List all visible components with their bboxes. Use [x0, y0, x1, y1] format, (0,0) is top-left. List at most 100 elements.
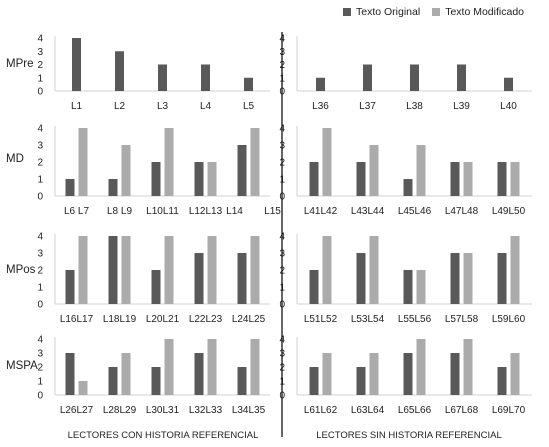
panel-md-sin-historia-bar-original-3: [450, 162, 460, 196]
panel-mspa-con-historia-xtick-2: L30L31: [146, 405, 180, 416]
panel-mspa-sin-historia-xtick-4: L69L70: [492, 405, 526, 416]
panel-mpos-con-historia-ytick-1: 1: [37, 283, 43, 294]
panel-mpos-sin-historia-bar-original-2: [403, 270, 413, 304]
panel-mspa-con-historia-xtick-0: L26L27: [60, 405, 94, 416]
panel-md-con-historia-bar-modified-0: [78, 128, 88, 196]
panel-md-sin-historia-bar-original-2: [403, 179, 413, 196]
panel-md-con-historia-ytick-0: 0: [37, 192, 43, 203]
panel-mpos-sin-historia-bar-modified-1: [369, 236, 379, 304]
footer-right-label: LECTORES SIN HISTORIA REFERENCIAL: [316, 430, 501, 441]
panel-md-sin-historia-bar-original-0: [309, 162, 319, 196]
panel-mpre-sin-historia-bar-original-3: [457, 64, 466, 91]
panel-mpre-con-historia-bar-original-0: [72, 38, 81, 91]
footer-left-label: LECTORES CON HISTORIA REFERENCIAL: [68, 430, 259, 441]
panel-mpre-con-historia-bar-original-4: [244, 77, 253, 91]
panel-md-con-historia-ytick-4: 4: [37, 124, 43, 135]
panel-mpos-sin-historia-xtick-4: L59L60: [492, 314, 526, 325]
panel-mspa-con-historia-bar-original-1: [108, 367, 118, 395]
panel-mspa-sin-historia-bar-original-2: [403, 353, 413, 395]
panel-mspa-con-historia-xtick-4: L34L35: [232, 405, 266, 416]
panel-md-sin-historia-bar-modified-2: [416, 145, 426, 196]
panel-md-con-historia-bar-modified-3: [207, 162, 217, 196]
panel-md-sin-historia-bar-original-1: [356, 162, 366, 196]
panel-mpos-sin-historia-bar-original-0: [309, 270, 319, 304]
panel-mpos-sin-historia-bar-modified-4: [510, 236, 520, 304]
panel-mpre-sin-historia-bar-original-0: [316, 77, 325, 91]
panel-mspa-sin-historia-bar-original-4: [497, 367, 507, 395]
panel-mspa-sin-historia-bar-modified-1: [369, 353, 379, 395]
panel-mpos-sin-historia-bar-modified-3: [463, 253, 473, 304]
panel-mpos-con-historia-bar-modified-0: [78, 236, 88, 304]
panel-mpos-con-historia-bar-original-1: [108, 236, 118, 304]
panel-md-con-historia-ytick-1: 1: [37, 175, 43, 186]
panel-mpre-sin-historia-bar-original-2: [410, 64, 419, 91]
panel-mpos-con-historia-bar-modified-2: [164, 236, 174, 304]
panel-mspa-con-historia-bar-modified-2: [164, 339, 174, 395]
panel-mpos-con-historia-xtick-4: L24L25: [232, 314, 266, 325]
panel-mspa-con-historia-bar-original-4: [237, 367, 247, 395]
panel-mpre-sin-historia-bar-original-1: [363, 64, 372, 91]
panel-mpos-con-historia-ytick-4: 4: [37, 232, 43, 243]
panel-mspa-con-historia-bar-modified-1: [121, 353, 131, 395]
panel-mpos-con-historia-xtick-1: L18L19: [103, 314, 137, 325]
panel-md-con-historia-xtick-4: L14: [226, 206, 243, 217]
panel-mpre-sin-historia-xtick-0: L36: [312, 101, 329, 112]
panel-mpos-con-historia-bar-modified-3: [207, 236, 217, 304]
panel-mpos-con-historia-bar-modified-1: [121, 236, 131, 304]
panel-mpre-con-historia-ytick-2: 2: [37, 60, 43, 71]
panel-mpre-con-historia-xtick-1: L2: [114, 101, 126, 112]
panel-md-sin-historia-bar-original-4: [497, 162, 507, 196]
panel-mpos-con-historia-xtick-0: L16L17: [60, 314, 94, 325]
panel-mpos-sin-historia-xtick-0: L51L52: [304, 314, 338, 325]
panel-md-sin-historia-bar-modified-4: [510, 162, 520, 196]
panel-mpos-con-historia-bar-original-3: [194, 253, 204, 304]
panel-md-con-historia-ytick-2: 2: [37, 158, 43, 169]
panel-md-con-historia-xtick-2: L10L11: [146, 206, 179, 217]
panel-md-sin-historia-bar-modified-3: [463, 162, 473, 196]
panel-mpos-con-historia-bar-modified-4: [250, 236, 260, 304]
row-label-mpre: MPre: [6, 58, 33, 70]
row-label-mpos: MPos: [6, 264, 36, 276]
panel-mpos-con-historia-bar-original-2: [151, 270, 161, 304]
panel-mpos-sin-historia-xtick-3: L57L58: [445, 314, 479, 325]
panel-md-sin-historia-xtick-4: L49L50: [492, 206, 526, 217]
panel-mpos-sin-historia-bar-original-1: [356, 253, 366, 304]
panel-mpre-con-historia-ytick-1: 1: [37, 73, 43, 84]
panel-md-sin-historia-bar-modified-1: [369, 145, 379, 196]
panel-mspa-con-historia-xtick-1: L28L29: [103, 405, 137, 416]
panel-md-con-historia-bar-modified-4: [250, 128, 260, 196]
panel-mspa-sin-historia-xtick-0: L61L62: [304, 405, 338, 416]
panel-mspa-con-historia-bar-modified-3: [207, 339, 217, 395]
panel-mspa-sin-historia-bar-modified-3: [463, 339, 473, 395]
panel-mspa-sin-historia-bar-original-1: [356, 367, 366, 395]
panel-mpre-con-historia-ytick-0: 0: [37, 87, 43, 98]
panel-mspa-con-historia-ytick-1: 1: [37, 377, 43, 388]
legend: Texto Original Texto Modificado: [343, 6, 536, 18]
panel-mspa-sin-historia-xtick-2: L65L66: [398, 405, 432, 416]
panel-mspa-con-historia-bar-original-3: [194, 353, 204, 395]
legend-label-modified: Texto Modificado: [445, 6, 524, 18]
panel-mpos-con-historia-bar-original-4: [237, 253, 247, 304]
panel-mpre-sin-historia-xtick-2: L38: [406, 101, 423, 112]
panel-md-sin-historia-xtick-3: L47L48: [445, 206, 479, 217]
panel-md-sin-historia-xtick-1: L43L44: [351, 206, 385, 217]
panel-mpos-sin-historia-xtick-2: L55L56: [398, 314, 432, 325]
panel-mpos-con-historia-xtick-2: L20L21: [146, 314, 180, 325]
panel-mpre-con-historia-xtick-0: L1: [71, 101, 83, 112]
panel-mpre-con-historia-xtick-3: L4: [200, 101, 212, 112]
panel-mspa-con-historia-bar-modified-0: [78, 381, 88, 395]
panel-mpos-sin-historia-bar-original-4: [497, 253, 507, 304]
panel-mpre-con-historia-xtick-2: L3: [157, 101, 169, 112]
panel-mpos-con-historia-ytick-3: 3: [37, 249, 43, 260]
panel-md-con-historia-xtick-1: L8 L9: [107, 206, 132, 217]
panel-md-sin-historia-xtick-2: L45L46: [398, 206, 432, 217]
panel-md-con-historia-xtick-5: L15: [264, 206, 281, 217]
panel-mpos-sin-historia-bar-modified-0: [322, 236, 332, 304]
panel-mpre-con-historia-xtick-4: L5: [243, 101, 255, 112]
panel-mspa-con-historia-xtick-3: L32L33: [189, 405, 223, 416]
panel-mpos-con-historia-ytick-2: 2: [37, 266, 43, 277]
panel-mspa-sin-historia-bar-modified-4: [510, 353, 520, 395]
panel-mpos-con-historia-ytick-0: 0: [37, 300, 43, 311]
panel-md-con-historia-bar-modified-2: [164, 128, 174, 196]
